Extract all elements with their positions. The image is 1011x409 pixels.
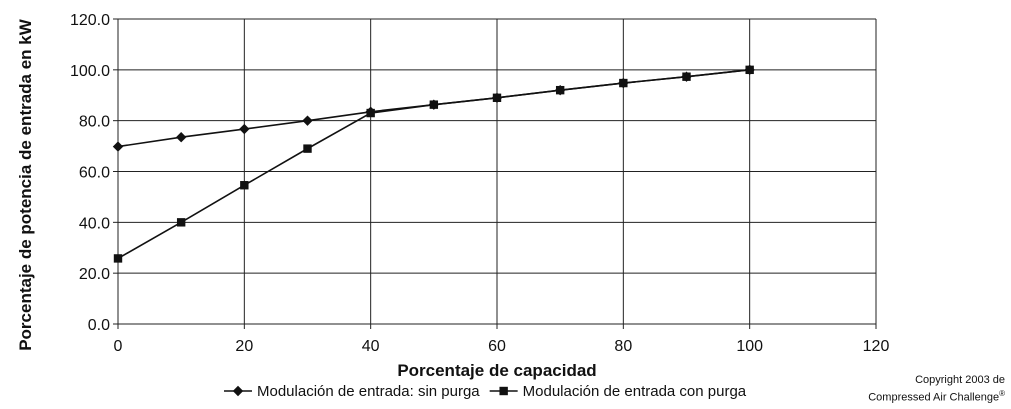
legend: Modulación de entrada: sin purga Modulaci… [224, 383, 747, 400]
x-axis-ticks: 0 20 40 60 80 100 120 [114, 324, 890, 355]
legend-label-diamond: Modulación de entrada: sin purga [257, 383, 480, 400]
legend-marker-diamond [232, 385, 244, 397]
x-tick-label-6: 120 [863, 338, 890, 355]
data-point-diamond-1 [175, 131, 187, 143]
x-tick-label-5: 100 [736, 338, 763, 355]
data-point-square-8 [619, 78, 628, 88]
copyright-line-2: Compressed Air Challenge® [868, 387, 1005, 405]
data-point-square-6 [492, 93, 502, 102]
data-point-square-9 [682, 72, 691, 81]
y-tick-label-3: 60.0 [79, 165, 110, 182]
legend-item-diamond: Modulación de entrada: sin purga [224, 383, 480, 400]
series-line-square [117, 69, 750, 260]
data-point-diamond-2 [239, 123, 250, 135]
copyright-org: Compressed Air Challenge [868, 391, 1000, 404]
data-point-square-0 [113, 254, 123, 263]
legend-label-square: Modulación de entrada con purga [523, 383, 747, 400]
copyright-line-1: Copyright 2003 de [915, 374, 1005, 386]
y-tick-label-1: 20.0 [79, 266, 110, 283]
x-tick-label-3: 60 [488, 338, 506, 355]
data-point-diamond-3 [302, 115, 313, 126]
y-axis-label: Porcentaje de potencia de entrada en kW [16, 18, 35, 351]
registered-mark: ® [999, 389, 1005, 398]
data-point-square-2 [240, 181, 249, 190]
y-tick-label-5: 100.0 [70, 63, 110, 80]
grid-lines [117, 18, 877, 325]
x-tick-label-1: 20 [235, 338, 253, 355]
x-tick-label-2: 40 [362, 338, 380, 355]
series-layer [112, 64, 755, 263]
y-tick-label-0: 0.0 [88, 317, 110, 334]
data-point-square-3 [303, 144, 312, 153]
y-tick-label-2: 40.0 [79, 215, 110, 232]
data-point-square-1 [176, 218, 186, 227]
y-tick-label-6: 120.0 [70, 12, 110, 29]
data-point-square-4 [366, 108, 375, 118]
series-square [113, 65, 754, 263]
data-point-square-5 [429, 100, 439, 109]
legend-marker-square [499, 386, 508, 396]
y-tick-label-4: 80.0 [79, 114, 110, 131]
y-axis-ticks: 0.0 20.0 40.0 60.0 80.0 100.0 120.0 [70, 12, 118, 334]
x-tick-label-0: 0 [114, 338, 123, 355]
data-point-square-10 [745, 65, 754, 75]
copyright-notice: Copyright 2003 de Compressed Air Challen… [868, 373, 1005, 405]
x-axis-label: Porcentaje de capacidad [397, 361, 596, 380]
x-tick-label-4: 80 [614, 338, 632, 355]
data-point-diamond-0 [112, 141, 124, 152]
legend-item-square: Modulación de entrada con purga [489, 383, 747, 400]
data-point-square-7 [555, 85, 565, 95]
